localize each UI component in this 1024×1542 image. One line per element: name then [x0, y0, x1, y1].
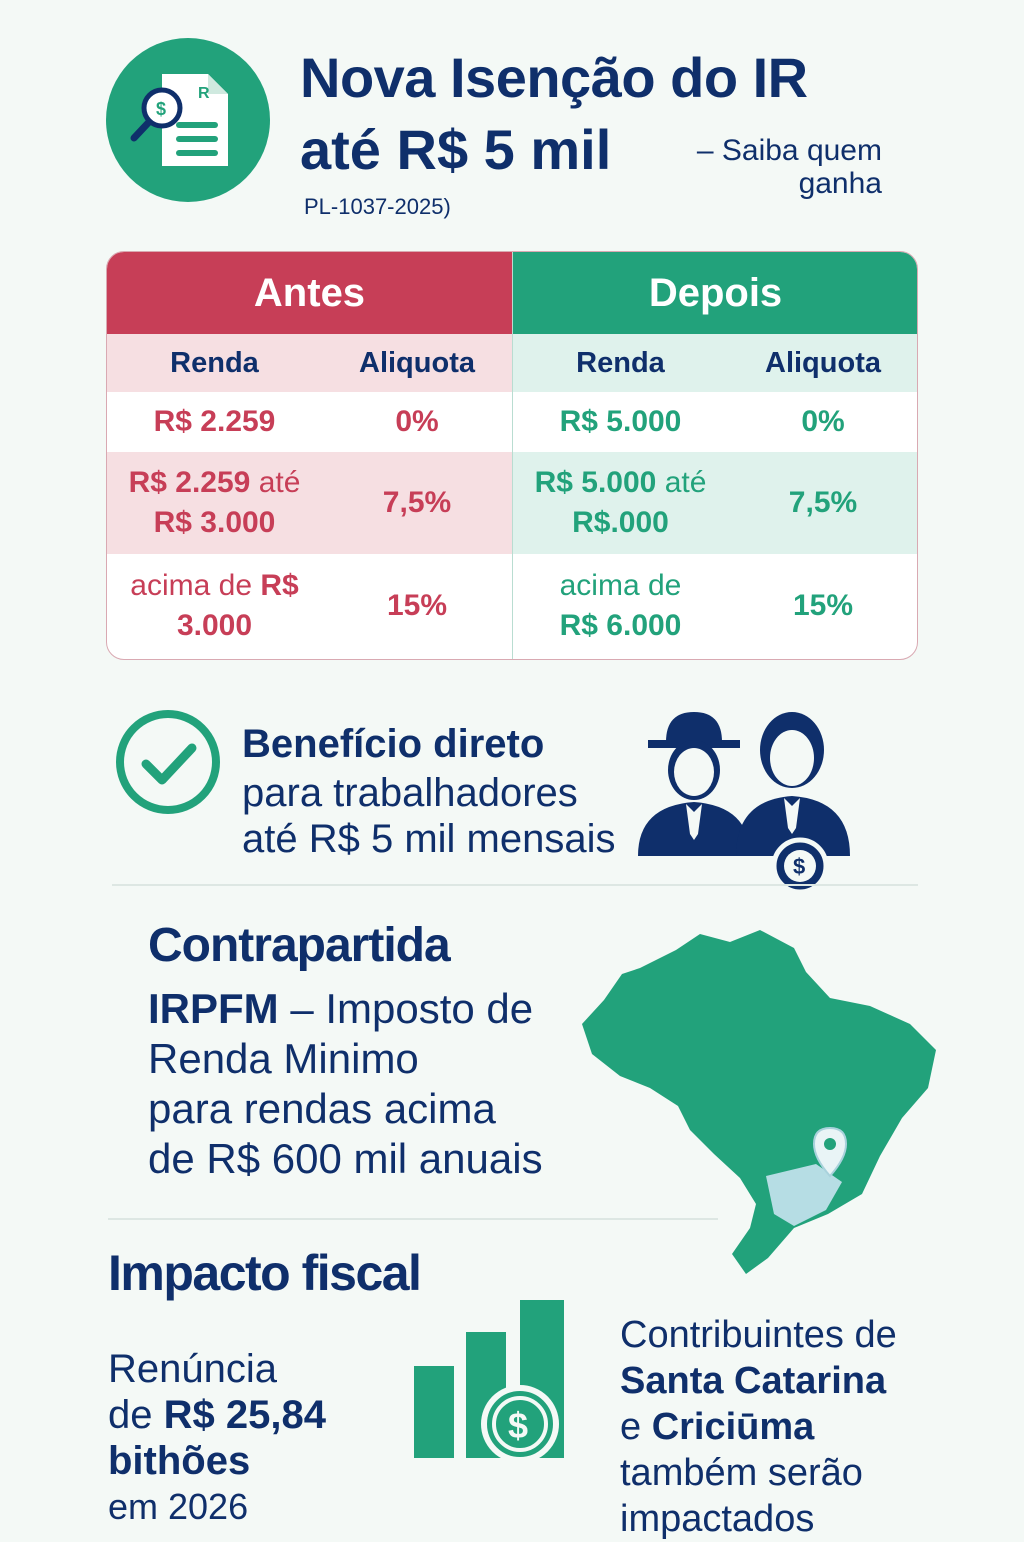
- income-cell: R$ 5.000 até R$.000: [513, 463, 728, 543]
- rate-cell: 7,5%: [382, 486, 452, 519]
- page-title-line2: até R$ 5 mil: [300, 118, 612, 181]
- tax-document-search-icon: R $: [106, 38, 270, 202]
- income-connector: até: [250, 466, 301, 499]
- rate-cell: 15%: [792, 589, 854, 622]
- counterpart-line: para rendas acima: [148, 1085, 496, 1132]
- rate-column-header: Aliquota: [765, 346, 881, 379]
- brazil-map-icon: [580, 928, 940, 1278]
- counterpart-description: IRPFM – Imposto de Renda Minimo para ren…: [148, 984, 608, 1184]
- counterpart-title: Contrapartida: [148, 919, 451, 972]
- after-heading: Depois: [513, 252, 917, 334]
- after-subheader: Renda Aliquota: [513, 334, 917, 392]
- contrib-line: também serão: [620, 1452, 863, 1494]
- svg-text:$: $: [508, 1405, 528, 1446]
- income-prefix: acima de: [559, 569, 682, 602]
- location-pin-icon: [812, 1126, 848, 1178]
- comparison-table: Antes Renda Aliquota R$ 2.259 0% R$ 2.25…: [106, 251, 918, 660]
- waiver-unit: bithões: [108, 1439, 251, 1483]
- svg-text:R: R: [198, 85, 210, 102]
- income-cell: R$ 2.259: [153, 405, 276, 438]
- before-heading: Antes: [107, 252, 512, 334]
- income-value: R$ 5.000: [534, 466, 657, 499]
- table-row: acima de R$ 6.000 15%: [513, 554, 917, 658]
- income-column-header: Renda: [576, 346, 665, 379]
- benefit-line: para trabalhadores: [242, 771, 578, 815]
- income-value-upper: R$ 3.000: [153, 506, 276, 539]
- waiver-year: em 2026: [108, 1486, 249, 1527]
- check-circle-icon: [114, 708, 222, 816]
- before-subheader: Renda Aliquota: [107, 334, 512, 392]
- bill-reference: PL-1037-2025): [304, 194, 451, 219]
- contrib-line: impactados: [620, 1498, 815, 1540]
- section-divider: [108, 1218, 718, 1220]
- waiver-prefix: de: [108, 1393, 164, 1437]
- rate-cell: 15%: [386, 589, 448, 622]
- income-value: 3.000: [176, 609, 253, 642]
- waiver-value: R$ 25,84: [163, 1393, 326, 1437]
- waiver-amount-text: Renúncia de R$ 25,84 bithões em 2026: [108, 1346, 398, 1530]
- contrib-city: Criciūma: [651, 1406, 815, 1448]
- impact-title: Impacto fiscal: [108, 1245, 422, 1301]
- counterpart-line: de R$ 600 mil anuais: [148, 1135, 543, 1182]
- table-row: R$ 2.259 0%: [107, 392, 512, 452]
- income-value-upper: R$.000: [572, 506, 669, 539]
- irpfm-acronym: IRPFM: [148, 985, 279, 1032]
- contrib-state: Santa Catarina: [620, 1360, 887, 1402]
- benefit-description: para trabalhadores até R$ 5 mil mensais: [242, 770, 615, 862]
- table-row: R$ 5.000 até R$.000 7,5%: [513, 452, 917, 554]
- rate-column-header: Aliquota: [359, 346, 475, 379]
- bar-chart-icon: $: [410, 1296, 570, 1466]
- rate-cell: 0%: [801, 405, 845, 438]
- rate-cell: 0%: [395, 405, 439, 438]
- income-value: R$ 2.259: [128, 466, 251, 499]
- workers-icon: $: [638, 706, 858, 896]
- rate-cell: 7,5%: [788, 486, 858, 519]
- income-currency: R$: [260, 569, 299, 602]
- table-row: acima de R$ 3.000 15%: [107, 554, 512, 658]
- page-subtitle: – Saiba quem ganha: [696, 134, 882, 200]
- svg-text:$: $: [793, 854, 805, 879]
- counterpart-text: – Imposto de: [278, 985, 534, 1032]
- contributors-text: Contribuintes de Santa Catarina e Criciū…: [620, 1312, 950, 1542]
- income-connector: até: [656, 466, 707, 499]
- table-row: R$ 5.000 0%: [513, 392, 917, 452]
- income-prefix: acima de: [130, 569, 261, 602]
- income-column-header: Renda: [170, 346, 259, 379]
- svg-text:$: $: [156, 99, 166, 119]
- page-title-line1: Nova Isenção do IR: [300, 46, 808, 109]
- income-cell: acima de R$ 3.000: [107, 566, 322, 646]
- benefit-title: Benefício direto: [242, 722, 545, 766]
- income-cell: acima de R$ 6.000: [513, 566, 728, 646]
- table-row: R$ 2.259 até R$ 3.000 7,5%: [107, 452, 512, 554]
- counterpart-line: Renda Minimo: [148, 1035, 419, 1082]
- income-value: R$ 6.000: [559, 609, 682, 642]
- income-cell: R$ 5.000: [559, 405, 682, 438]
- contrib-line: Contribuintes de: [620, 1314, 897, 1356]
- benefit-line: até R$ 5 mil mensais: [242, 817, 616, 861]
- contrib-connector: e: [620, 1406, 652, 1448]
- after-column: Depois Renda Aliquota R$ 5.000 0% R$ 5.0…: [512, 252, 917, 659]
- section-divider: [112, 884, 918, 886]
- waiver-label: Renúncia: [108, 1347, 278, 1391]
- before-column: Antes Renda Aliquota R$ 2.259 0% R$ 2.25…: [107, 252, 512, 659]
- income-cell: R$ 2.259 até R$ 3.000: [107, 463, 322, 543]
